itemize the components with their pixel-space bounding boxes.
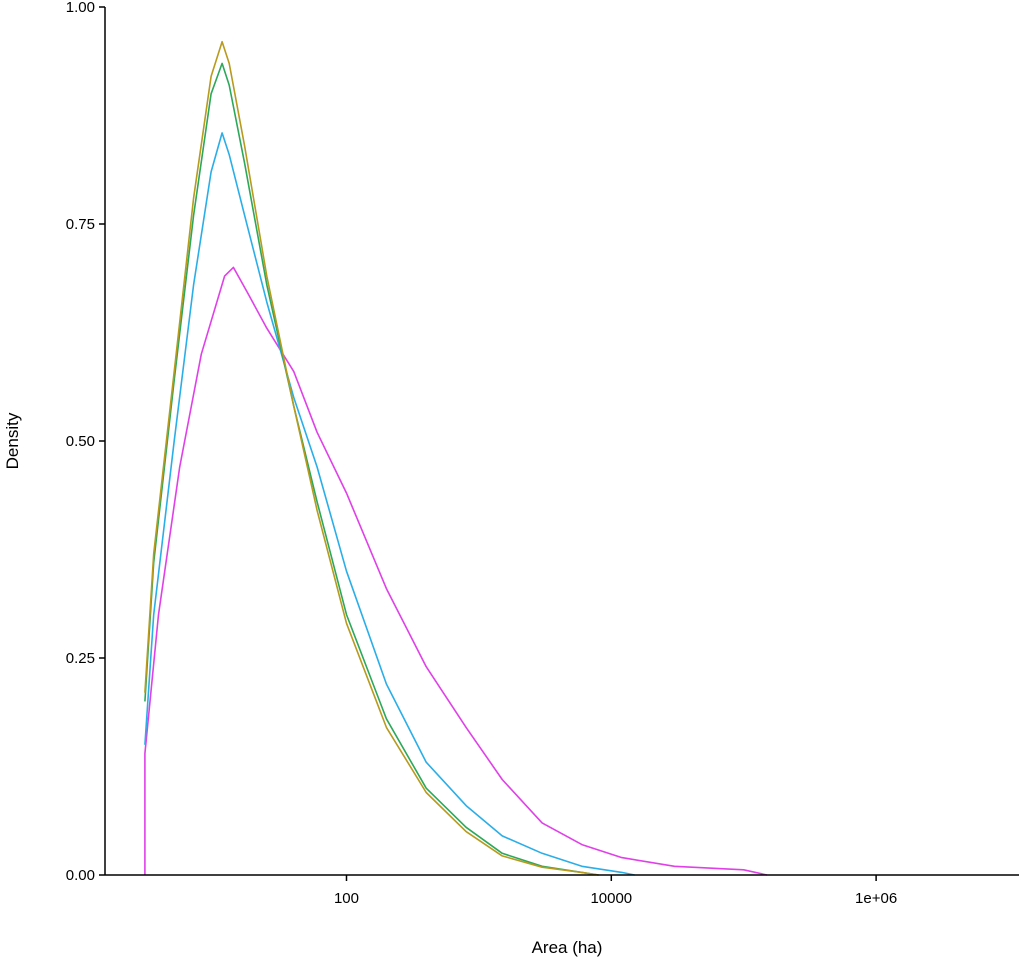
y-tick-label: 0.75 xyxy=(66,216,95,233)
x-tick-label: 10000 xyxy=(590,890,632,907)
x-tick-label: 100 xyxy=(334,890,359,907)
series-layer xyxy=(144,40,768,876)
y-tick-label: 0.25 xyxy=(66,650,95,667)
series-line-1 xyxy=(144,266,768,876)
y-axis-title: Density xyxy=(3,412,22,469)
y-axis-ticks: 0.00 0.25 0.50 0.75 1.00 xyxy=(66,0,105,884)
series-line-3 xyxy=(144,62,599,876)
y-tick-label: 0.00 xyxy=(66,867,95,884)
y-tick-label: 1.00 xyxy=(66,0,95,16)
x-tick-label: 1e+06 xyxy=(855,890,897,907)
series-line-4 xyxy=(144,40,599,876)
x-axis-ticks: 100 10000 1e+06 xyxy=(334,875,897,907)
x-axis-title: Area (ha) xyxy=(532,938,603,957)
y-tick-label: 0.50 xyxy=(66,433,95,450)
series-line-2 xyxy=(144,132,635,876)
